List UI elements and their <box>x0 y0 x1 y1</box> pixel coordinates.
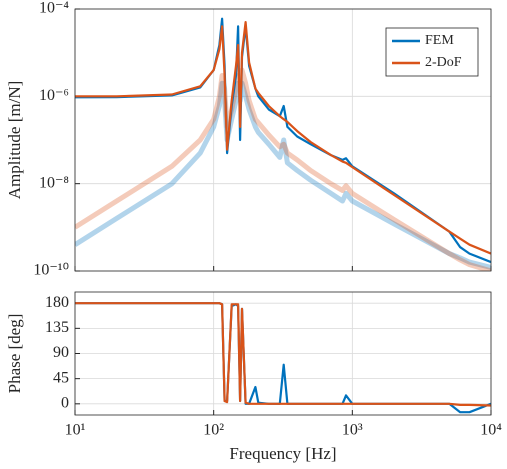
x-tick-label: 10³ <box>342 422 363 439</box>
y-tick-label: 10⁻¹⁰ <box>33 262 69 279</box>
y-tick-label: 90 <box>53 344 69 361</box>
line-series <box>75 302 491 407</box>
y-axis-label: Phase [deg] <box>5 314 24 394</box>
series-group <box>75 302 491 414</box>
legend-label: 2-DoF <box>425 55 462 70</box>
axes-frame <box>74 8 492 272</box>
y-axis-label: Amplitude [m/N] <box>5 81 24 200</box>
x-tick-label: 10¹ <box>65 422 86 439</box>
y-tick-label: 10⁻⁸ <box>39 174 69 191</box>
line-series <box>75 21 491 255</box>
x-tick-label: 10⁴ <box>480 422 502 439</box>
y-tick-label: 45 <box>53 369 69 386</box>
y-tick-label: 10⁻⁶ <box>39 87 69 104</box>
x-tick-label: 10² <box>203 422 224 439</box>
legend-box <box>385 27 479 77</box>
y-tick-label: 10⁻⁴ <box>39 0 69 17</box>
y-tick-label: 180 <box>45 294 69 311</box>
series-group <box>75 17 491 271</box>
line-series <box>75 67 491 271</box>
line-series <box>75 80 491 270</box>
legend-label: FEM <box>425 33 454 48</box>
x-axis-label: Frequency [Hz] <box>229 444 336 463</box>
axes-frame <box>74 291 492 416</box>
y-tick-label: 0 <box>61 394 69 411</box>
y-tick-label: 135 <box>45 319 69 336</box>
